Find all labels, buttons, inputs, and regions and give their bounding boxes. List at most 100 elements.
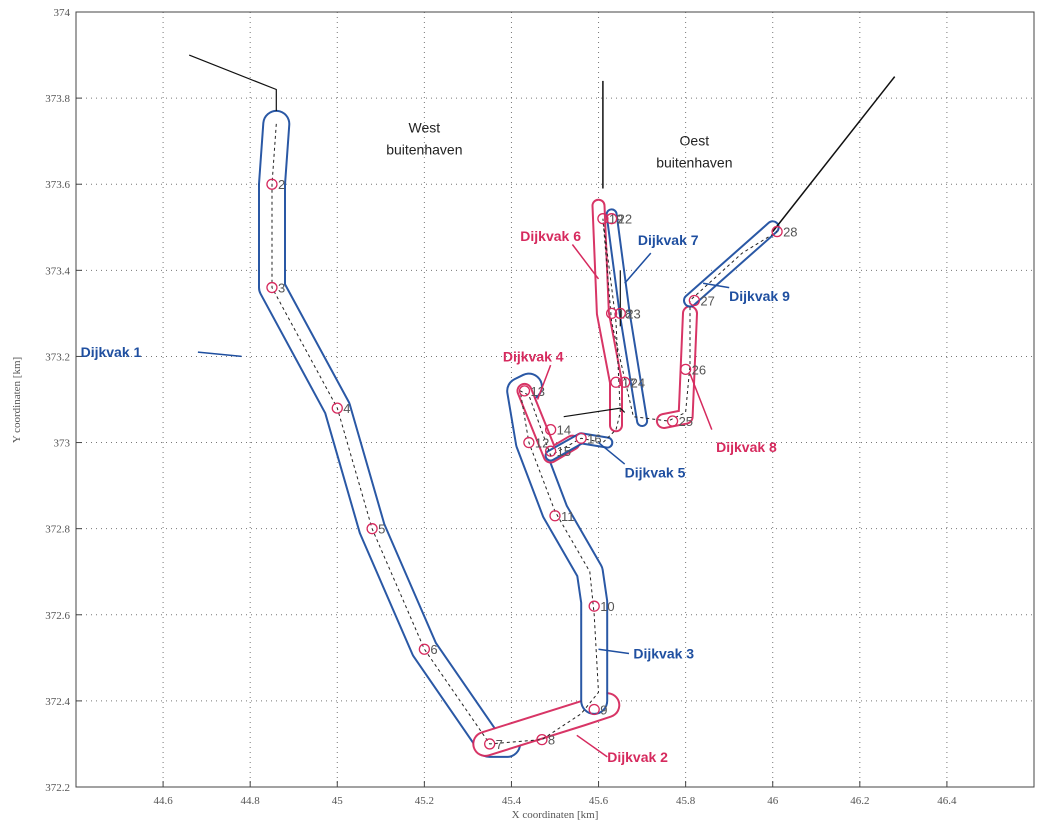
dike-point-marker: [366, 523, 378, 535]
grid: [76, 11, 1034, 788]
region-label: buitenhaven: [656, 154, 732, 170]
dike-point-label: 12: [535, 436, 549, 451]
y-tick-label: 373.4: [45, 265, 70, 277]
dike-point-marker: [588, 600, 600, 612]
y-tick-label: 373: [54, 438, 71, 450]
dike-point-label: 5: [378, 522, 385, 537]
dijkvak-outline-inner: [685, 222, 778, 306]
dike-point-label: 26: [692, 362, 706, 377]
plot-frame: [75, 11, 1035, 788]
x-tick-label: 45: [332, 795, 344, 807]
y-tick-label: 373.8: [45, 93, 70, 105]
dijkvak-leader-line: [702, 282, 730, 289]
dijkvak-label: Dijkvak 1: [81, 344, 142, 360]
x-tick-label: 45.4: [502, 795, 522, 807]
x-tick-label: 44.8: [241, 795, 261, 807]
dike-point-label: 23: [626, 306, 640, 321]
dike-lines: [188, 54, 896, 745]
dijkvak-outlines: [258, 109, 780, 758]
dike-point-label: 8: [548, 733, 555, 748]
dijkvak-label: Dijkvak 7: [638, 232, 699, 248]
dike-point-label: 24: [631, 375, 645, 390]
dike-point-marker: [523, 436, 535, 449]
x-tick-label: 44.6: [153, 795, 173, 807]
dike-point-label: 10: [600, 599, 614, 614]
dijkvak-label: Dijkvak 3: [633, 646, 694, 662]
dike-point-label: 25: [679, 414, 693, 429]
dike-point-marker: [605, 213, 618, 225]
dike-point-marker: [536, 733, 548, 746]
dijkvak-leader-line: [689, 373, 713, 430]
dike-point-label: 14: [557, 423, 571, 438]
dike-point-marker: [266, 281, 278, 294]
y-tick-label: 374: [54, 7, 71, 19]
dike-point-marker: [418, 643, 431, 655]
dike-point-label: 7: [496, 737, 503, 752]
dike-point-label: 4: [343, 401, 350, 416]
dijkvak-leader-line: [536, 364, 552, 400]
dike-point-marker: [610, 376, 622, 388]
y-tick-label: 372.6: [45, 610, 70, 622]
dike-point-marker: [549, 510, 561, 522]
coastline-segment: [563, 407, 626, 418]
dike-point-marker: [484, 738, 496, 750]
y-tick-label: 372.4: [45, 696, 70, 708]
dike-point-marker: [688, 294, 700, 307]
dike-point-marker: [544, 445, 557, 457]
x-tick-label: 45.6: [589, 795, 609, 807]
x-tick-label: 46: [767, 795, 779, 807]
dike-point-marker: [544, 423, 557, 436]
dijkvak-label: Dijkvak 4: [503, 348, 564, 364]
dijkvak-leader-line: [598, 442, 626, 465]
dijkvak-outline-inner: [260, 111, 520, 756]
coastline-segment: [188, 54, 277, 111]
y-axis-label: Y coordinaten [km]: [11, 357, 23, 443]
dike-point-marker: [666, 415, 679, 427]
dike-point-label: 2: [278, 177, 285, 192]
x-tick-label: 45.2: [415, 795, 434, 807]
dijkvak-label: Dijkvak 9: [729, 288, 790, 304]
x-axis-label: X coordinaten [km]: [512, 809, 599, 821]
y-tick-label: 372.2: [45, 782, 70, 794]
x-tick-label: 46.2: [850, 795, 869, 807]
dike-point-marker: [575, 432, 587, 444]
dijkvak-labels: Dijkvak 1 Dijkvak 2 Dijkvak 3 Dijkvak 4 Dijk…: [81, 228, 791, 765]
dijkvak-leader-line: [598, 648, 630, 655]
dike-point-label: 3: [278, 281, 285, 296]
dike-point-marker: [266, 178, 278, 190]
y-tick-label: 372.8: [45, 524, 70, 536]
dijkvak-leader-line: [571, 244, 600, 280]
dike-point-marker: [771, 225, 783, 238]
x-tick-label: 45.8: [676, 795, 696, 807]
axis-ticks: 44.6 44.8 45 45.2 45.4 45.6 45.8 46 46.2 46.4372.…: [45, 7, 957, 807]
dike-point-label: 11: [561, 509, 575, 524]
dike-extension-line: [772, 76, 896, 233]
dijkvak-label: Dijkvak 2: [607, 749, 668, 765]
dijkvak-label: Dijkvak 6: [520, 228, 581, 244]
y-tick-label: 373.6: [45, 179, 70, 191]
dike-point-label: 27: [700, 293, 714, 308]
region-label: buitenhaven: [386, 142, 462, 158]
dike-point-marker: [518, 385, 531, 397]
region-labels: West buitenhaven Oest buitenhaven: [386, 120, 732, 171]
dike-point-marker: [614, 307, 626, 320]
dike-point-marker: [605, 307, 618, 320]
dike-point-label: 15: [557, 444, 571, 459]
dike-point-label: 6: [430, 642, 437, 657]
dijkvak-leader-line: [197, 351, 242, 358]
dike-point-label: 16: [587, 431, 601, 446]
dike-point-label: 28: [783, 225, 797, 240]
dike-point-marker: [679, 363, 692, 376]
dike-point-marker: [588, 703, 600, 716]
dike-point-label: 9: [600, 703, 607, 718]
dijkvak-outline: [258, 109, 522, 758]
dike-point-marker: [597, 213, 609, 225]
region-label: West: [409, 120, 441, 136]
region-label: Oest: [680, 132, 710, 148]
dike-point-marker: [331, 402, 343, 414]
dike-point-label: 22: [618, 212, 632, 227]
dike-point-marker: [619, 376, 631, 388]
dijkvak-label: Dijkvak 8: [716, 439, 777, 455]
